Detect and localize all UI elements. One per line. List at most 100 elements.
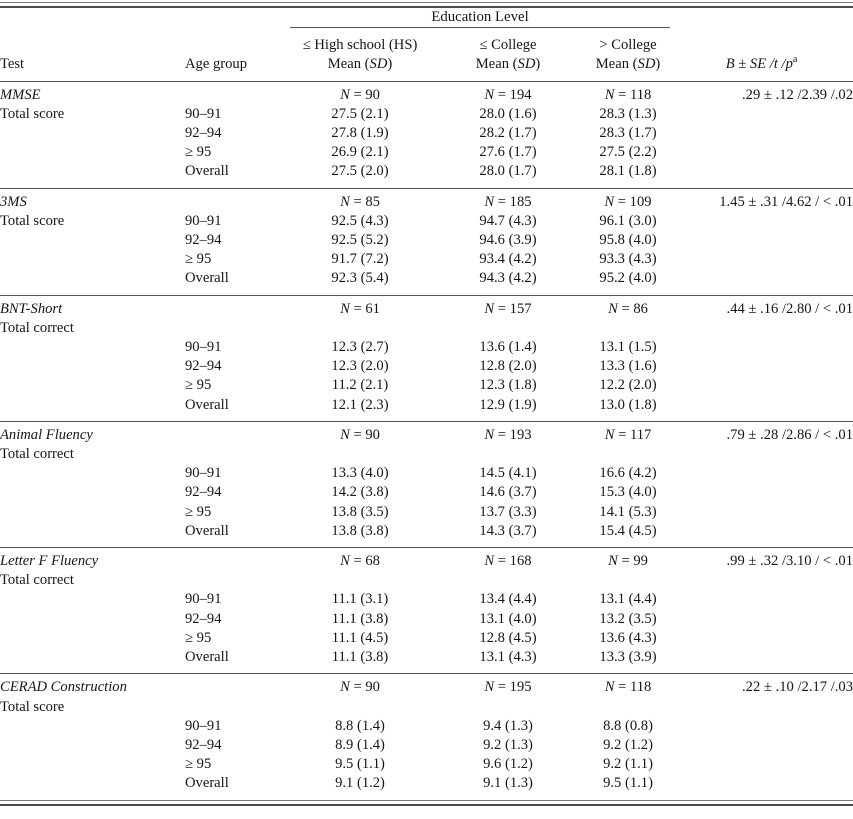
- stat-header-label: B ± SE /t /p: [725, 56, 793, 73]
- age-group-cell: 92–94: [185, 610, 222, 627]
- empty-cell: [290, 571, 430, 590]
- value-cell: 8.9 (1.4): [335, 736, 385, 753]
- empty-cell: [0, 357, 185, 376]
- age-group-cell: 90–91: [185, 591, 222, 608]
- empty-cell: [0, 376, 185, 395]
- value-cell: 9.1 (1.2): [335, 775, 385, 792]
- empty-cell: [0, 269, 185, 295]
- measure-cell: Total score: [0, 105, 65, 122]
- col-header-stat: B ± SE /t /pa: [670, 28, 853, 81]
- test-name-cell: CERAD Construction: [0, 673, 185, 698]
- data-row: ≥ 95 91.7 (7.2) 93.4 (4.2) 93.3 (4.3): [0, 250, 853, 269]
- mean-label: Mean (: [595, 56, 638, 73]
- empty-cell: [670, 503, 853, 522]
- value-cell: 13.6 (1.4): [479, 339, 537, 356]
- n-cell: N = 85: [290, 187, 430, 212]
- value-cell: 13.7 (3.3): [479, 503, 537, 520]
- results-table: Education Level Test Age group ≤ High sc…: [0, 8, 853, 800]
- value-cell: 11.1 (4.5): [331, 629, 389, 646]
- empty-cell: [670, 698, 853, 717]
- value-cell: 13.4 (4.4): [479, 591, 537, 608]
- value-cell: 13.3 (1.6): [599, 358, 657, 375]
- value-cell: 14.1 (5.3): [599, 503, 657, 520]
- value-cell: 28.1 (1.8): [599, 163, 657, 180]
- empty-cell: [670, 610, 853, 629]
- data-row: 90–91 11.1 (3.1) 13.4 (4.4) 13.1 (4.4): [0, 590, 853, 609]
- sd-label: SD: [517, 56, 536, 73]
- empty-cell: [0, 610, 185, 629]
- age-group-cell: ≥ 95: [185, 629, 212, 646]
- age-group-cell: 90–91: [185, 465, 222, 482]
- n-cell: N = 117: [586, 420, 671, 446]
- empty-cell: [670, 212, 853, 231]
- empty-cell: [670, 755, 853, 774]
- n-cell: N = 68: [290, 547, 430, 572]
- empty-cell: [670, 376, 853, 395]
- data-row: 92–94 12.3 (2.0) 12.8 (2.0) 13.3 (1.6): [0, 357, 853, 376]
- data-row: ≥ 95 11.2 (2.1) 12.3 (1.8) 12.2 (2.0): [0, 376, 853, 395]
- value-cell: 12.3 (1.8): [479, 377, 537, 394]
- value-cell: 27.8 (1.9): [331, 125, 389, 142]
- mean-sd-label: Mean (SD): [586, 55, 670, 74]
- header-spacer: [0, 8, 290, 28]
- value-cell: 12.3 (2.0): [331, 358, 389, 375]
- empty-cell: [670, 105, 853, 124]
- empty-cell: [670, 464, 853, 483]
- value-cell: 27.6 (1.7): [479, 144, 537, 161]
- n-cell: N = 109: [586, 187, 671, 212]
- age-group-cell: ≥ 95: [185, 144, 212, 161]
- measure-cell: Total score: [0, 698, 65, 715]
- value-cell: 9.1 (1.3): [483, 775, 533, 792]
- empty-cell: [290, 445, 430, 464]
- value-cell: 9.2 (1.2): [603, 736, 653, 753]
- n-cell: N = 195: [430, 673, 586, 698]
- age-group-cell: 90–91: [185, 105, 222, 122]
- measure-row: Total correct: [0, 319, 853, 338]
- value-cell: 12.8 (2.0): [479, 358, 537, 375]
- data-row: ≥ 95 11.1 (4.5) 12.8 (4.5) 13.6 (4.3): [0, 629, 853, 648]
- data-row: 90–91 12.3 (2.7) 13.6 (1.4) 13.1 (1.5): [0, 338, 853, 357]
- value-cell: 13.3 (3.9): [599, 649, 657, 666]
- empty-cell: [670, 483, 853, 502]
- empty-cell: [670, 338, 853, 357]
- value-cell: 27.5 (2.2): [599, 144, 657, 161]
- empty-cell: [0, 231, 185, 250]
- age-group-cell: Overall: [185, 522, 229, 539]
- sd-label: SD: [369, 56, 388, 73]
- empty-cell: [670, 571, 853, 590]
- section-animal-fluency: Animal Fluency N = 90 N = 193 N = 117.79 ± …: [0, 420, 853, 547]
- empty-cell: [185, 698, 290, 717]
- value-cell: 9.6 (1.2): [483, 756, 533, 773]
- n-cell: N = 168: [430, 547, 586, 572]
- mean-label: Mean (: [475, 56, 518, 73]
- section-head-row: 3MS N = 85 N = 185 N = 109 1.45 ± .31 /4.62 …: [0, 187, 853, 212]
- empty-cell: [0, 143, 185, 162]
- empty-cell: [185, 294, 290, 319]
- value-cell: 94.6 (3.9): [479, 232, 537, 249]
- measure-row: Total score: [0, 698, 853, 717]
- empty-cell: [0, 648, 185, 674]
- empty-cell: [670, 143, 853, 162]
- n-cell: N = 157: [430, 294, 586, 319]
- empty-cell: [0, 736, 185, 755]
- empty-cell: [185, 187, 290, 212]
- n-cell: N = 118: [586, 80, 671, 105]
- data-row: 92–94 8.9 (1.4) 9.2 (1.3) 9.2 (1.2): [0, 736, 853, 755]
- measure-cell: Total correct: [0, 572, 74, 589]
- value-cell: 9.5 (1.1): [335, 756, 385, 773]
- empty-cell: [670, 717, 853, 736]
- value-cell: 27.5 (2.0): [331, 163, 389, 180]
- value-cell: 28.0 (1.7): [479, 163, 537, 180]
- data-row: Total score 90–91 92.5 (4.3) 94.7 (4.3) 96.1…: [0, 212, 853, 231]
- value-cell: 13.8 (3.8): [331, 522, 389, 539]
- header-spacer: [670, 8, 853, 28]
- empty-cell: [670, 162, 853, 188]
- value-cell: 13.1 (4.4): [599, 591, 657, 608]
- empty-cell: [670, 269, 853, 295]
- data-row: 92–94 27.8 (1.9) 28.2 (1.7) 28.3 (1.7): [0, 124, 853, 143]
- empty-cell: [0, 162, 185, 188]
- empty-cell: [0, 629, 185, 648]
- age-group-cell: Overall: [185, 396, 229, 413]
- empty-cell: [670, 396, 853, 422]
- n-cell: N = 90: [290, 420, 430, 446]
